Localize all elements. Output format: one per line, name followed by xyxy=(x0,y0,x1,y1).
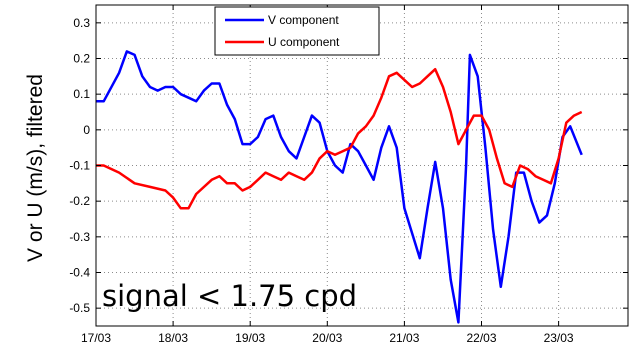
y-axis-label: V or U (m/s), filtered xyxy=(24,74,47,262)
signal-annotation: signal < 1.75 cpd xyxy=(102,279,357,313)
x-tick-label: 22/03 xyxy=(466,331,496,345)
y-tick-label: -0.2 xyxy=(69,194,90,208)
y-tick-label: 0.3 xyxy=(73,16,90,30)
y-tick-label: 0.1 xyxy=(73,87,90,101)
x-tick-label: 21/03 xyxy=(389,331,419,345)
y-tick-label: 0 xyxy=(83,123,90,137)
x-tick-label: 17/03 xyxy=(81,331,111,345)
legend-label-v-component: V component xyxy=(268,13,339,27)
y-tick-label: -0.4 xyxy=(69,266,90,280)
y-tick-label: -0.5 xyxy=(69,301,90,315)
x-tick-label: 19/03 xyxy=(235,331,265,345)
x-tick-label: 18/03 xyxy=(158,331,188,345)
y-tick-label: 0.2 xyxy=(73,52,90,66)
x-tick-label: 23/03 xyxy=(544,331,574,345)
series-line-v-component xyxy=(96,50,583,324)
legend-box xyxy=(214,6,380,56)
x-tick-label: 20/03 xyxy=(312,331,342,345)
y-tick-label: -0.1 xyxy=(69,159,90,173)
series-lines xyxy=(96,50,583,324)
series-line-u-component xyxy=(96,67,583,210)
legend-label-u-component: U component xyxy=(268,35,340,49)
legend: V component U component xyxy=(214,6,380,56)
axis-ticks: 17/03 18/03 19/03 20/03 21/03 22/03 23/03 -0.5 -… xyxy=(69,5,628,345)
y-tick-label: -0.3 xyxy=(69,230,90,244)
